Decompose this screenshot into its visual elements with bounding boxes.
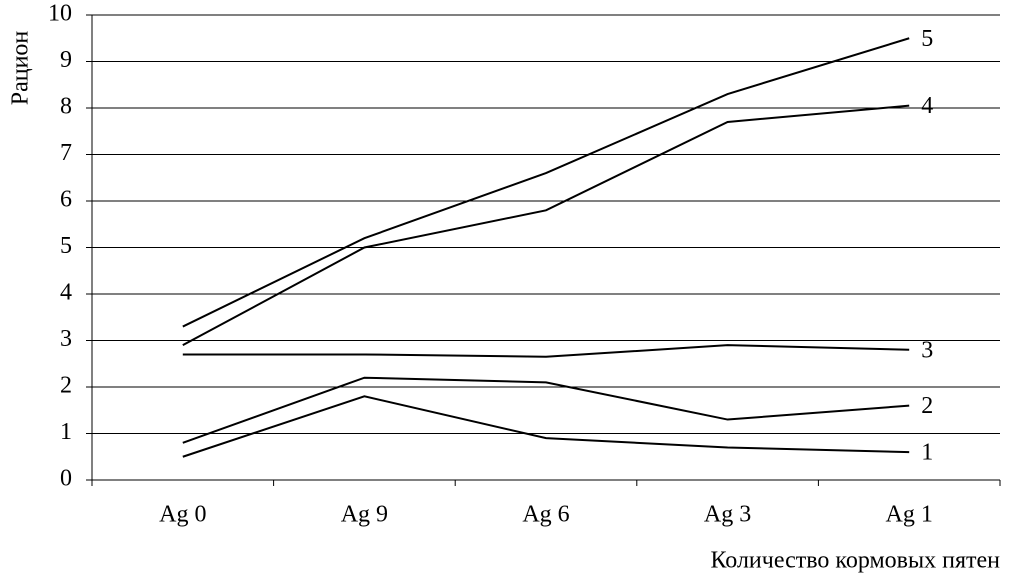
series-label: 2 xyxy=(921,393,933,419)
x-tick-label: Ag 3 xyxy=(704,502,751,528)
y-tick-label: 0 xyxy=(60,466,72,492)
series-line xyxy=(182,104,910,347)
x-tick-label: Ag 0 xyxy=(159,502,206,528)
y-axis-title: Рацион xyxy=(8,31,34,106)
series-line xyxy=(182,37,910,328)
x-tick-label: Ag 9 xyxy=(341,502,388,528)
series-label: 3 xyxy=(921,337,933,363)
series-label: 1 xyxy=(921,440,933,466)
series-line xyxy=(182,395,910,458)
y-tick-label: 2 xyxy=(60,373,72,399)
y-tick-label: 8 xyxy=(60,94,72,120)
x-tick-label: Ag 1 xyxy=(886,502,933,528)
y-tick-label: 9 xyxy=(60,47,72,73)
y-tick-label: 1 xyxy=(60,419,72,445)
y-tick-label: 10 xyxy=(48,1,72,27)
series-label: 5 xyxy=(921,26,933,52)
series-line xyxy=(182,376,910,444)
y-tick-label: 4 xyxy=(60,280,72,306)
y-tick-label: 6 xyxy=(60,187,72,213)
y-tick-label: 7 xyxy=(60,140,72,166)
x-axis-title: Количество кормовых пятен xyxy=(710,548,1000,574)
y-tick-label: 3 xyxy=(60,326,72,352)
x-tick-label: Ag 6 xyxy=(522,502,569,528)
y-tick-label: 5 xyxy=(60,233,72,259)
series-line xyxy=(182,344,910,358)
series-label: 4 xyxy=(921,93,933,119)
